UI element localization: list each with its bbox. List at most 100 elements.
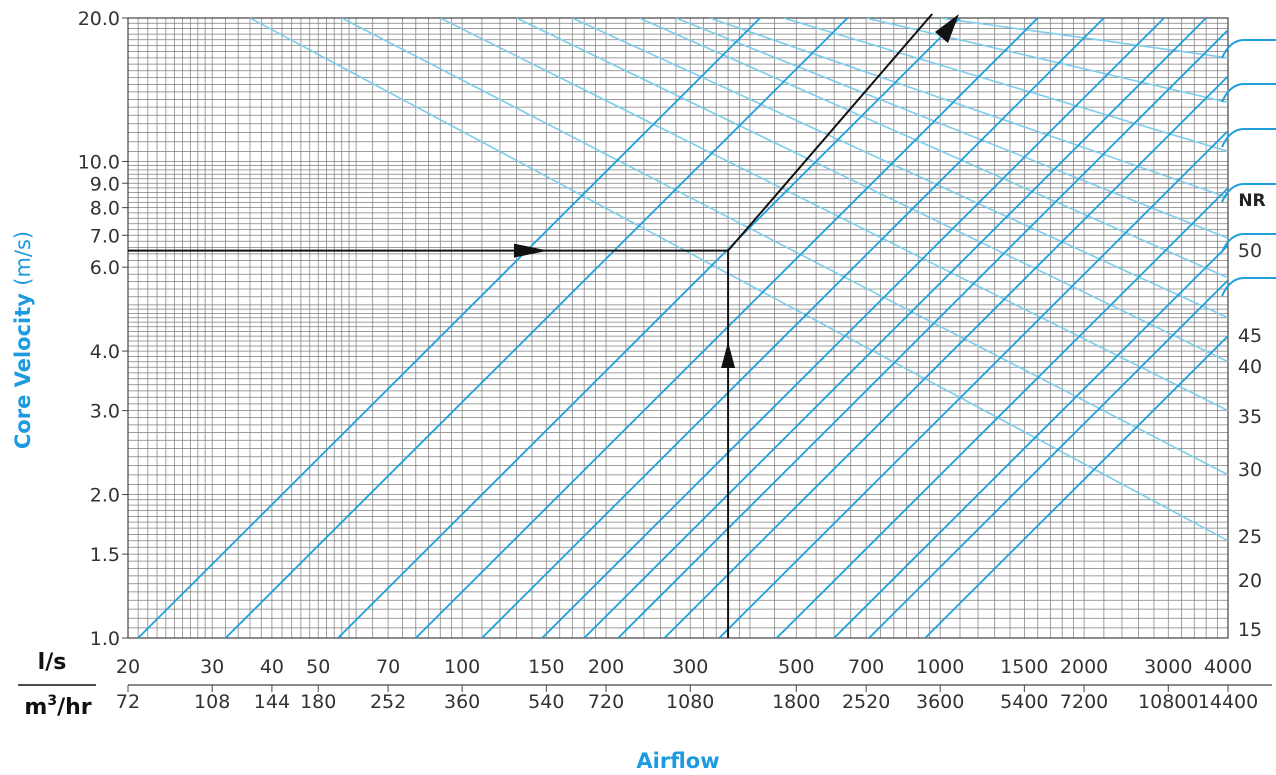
- nr-line-9: [865, 18, 1228, 104]
- nr-label: 40: [1238, 356, 1262, 378]
- x-tick-label-ls: 30: [200, 656, 224, 678]
- y-tick-label: 3.0: [90, 401, 120, 423]
- x-tick-label-m3hr: 144: [254, 691, 290, 713]
- size-line-8: [663, 74, 1228, 638]
- size-line-0: [137, 18, 761, 638]
- x-tick-label-ls: 1500: [1000, 656, 1048, 678]
- x-tick-label-m3hr: 2520: [842, 691, 890, 713]
- x-tick-label-m3hr: 3600: [916, 691, 964, 713]
- x-tick-label-ls: 700: [848, 656, 884, 678]
- x-tick-label-m3hr: 7200: [1060, 691, 1108, 713]
- x-unit-primary: l/s: [38, 650, 67, 675]
- x-tick-label-ls: 1000: [916, 656, 964, 678]
- x-tick-label-ls: 4000: [1204, 656, 1252, 678]
- nr-scale: NR 50 45 40 35 30 25 20 15: [1221, 39, 1276, 641]
- size-lines: [137, 18, 1228, 638]
- nr-label: 30: [1238, 459, 1262, 481]
- nr-label: 25: [1238, 526, 1262, 548]
- nr-line-0: [249, 18, 1228, 542]
- nr-line-2: [439, 18, 1228, 412]
- nr-lines: [249, 18, 1228, 542]
- nr-scale-tick-3: [1221, 183, 1276, 203]
- x-tick-label-ls: 3000: [1144, 656, 1192, 678]
- nr-line-3: [516, 18, 1228, 363]
- nr-label: 20: [1238, 570, 1262, 592]
- size-line-4: [481, 18, 1105, 638]
- nr-label: 35: [1238, 406, 1262, 428]
- y-tick-label: 20.0: [78, 8, 120, 30]
- grid: [127, 17, 1229, 639]
- example-path-diagonal: [727, 13, 933, 252]
- nr-label: 45: [1238, 325, 1262, 347]
- x-tick-label-ls: 70: [376, 656, 400, 678]
- x-tick-label-m3hr: 360: [444, 691, 480, 713]
- x-tick-label-ls: 300: [672, 656, 708, 678]
- x-tick-label-ls: 100: [444, 656, 480, 678]
- nr-scale-tick-2: [1221, 128, 1276, 148]
- nr-line-7: [709, 18, 1228, 199]
- size-line-12: [868, 278, 1228, 638]
- nr-scale-tick-0: [1221, 39, 1276, 59]
- x-tick-label-m3hr: 720: [588, 691, 624, 713]
- nr-line-5: [639, 18, 1228, 279]
- x-unit-superscript: 3: [47, 693, 57, 709]
- y-tick-label: 1.0: [90, 628, 120, 650]
- size-line-11: [833, 244, 1228, 638]
- nr-scale-tick-1: [1221, 83, 1276, 103]
- x-tick-label-m3hr: 1080: [666, 691, 714, 713]
- x-axis-title: Airflow: [636, 749, 719, 773]
- size-line-5: [541, 18, 1165, 638]
- y-axis-title-text: Core Velocity: [11, 286, 35, 449]
- nr-label: 15: [1238, 619, 1262, 641]
- x-tick-label-m3hr: 14400: [1198, 691, 1258, 713]
- arrowhead-right: [514, 243, 548, 258]
- x-unit-rest: /hr: [57, 695, 92, 720]
- x-tick-label-m3hr: 5400: [1000, 691, 1048, 713]
- x-tick-label-m3hr: 108: [194, 691, 230, 713]
- nr-line-8: [783, 18, 1228, 153]
- y-tick-label: 7.0: [90, 225, 120, 247]
- nr-title: NR: [1238, 191, 1265, 211]
- size-line-1: [224, 18, 849, 638]
- nr-label: 50: [1238, 240, 1262, 262]
- x-tick-label-ls: 2000: [1060, 656, 1108, 678]
- size-line-13: [924, 334, 1228, 638]
- size-line-3: [415, 18, 1039, 638]
- y-tick-label: 1.5: [90, 544, 120, 566]
- y-tick-label: 8.0: [90, 198, 120, 220]
- y-tick-label: 2.0: [90, 485, 120, 507]
- x-tick-label-m3hr: 540: [528, 691, 564, 713]
- size-line-10: [776, 186, 1228, 638]
- x-tick-label-ls: 500: [778, 656, 814, 678]
- x-tick-label-ls: 150: [528, 656, 564, 678]
- x-tick-label-m3hr: 10800: [1138, 691, 1198, 713]
- x-tick-label-m3hr: 72: [116, 691, 140, 713]
- nr-line-4: [571, 18, 1228, 319]
- x-unit-secondary: m3/hr: [24, 693, 91, 720]
- y-tick-label: 4.0: [90, 341, 120, 363]
- nr-line-1: [341, 18, 1228, 476]
- x-tick-label-m3hr: 180: [300, 691, 336, 713]
- x-tick-label-ls: 50: [306, 656, 330, 678]
- nr-line-6: [675, 18, 1228, 239]
- y-axis-title: Core Velocity (m/s): [11, 231, 35, 449]
- y-axis: 1.0 1.5 2.0 3.0 4.0 6.0 7.0 8.0 9.010.0 20.0: [78, 8, 128, 650]
- x-tick-label-ls: 40: [260, 656, 284, 678]
- y-axis-title-unit: (m/s): [11, 231, 35, 286]
- arrowhead-diagonal: [935, 14, 959, 43]
- size-line-9: [718, 129, 1228, 638]
- x-tick-label-ls: 200: [588, 656, 624, 678]
- arrowhead-up: [721, 342, 736, 368]
- y-tick-label: 10.0: [78, 151, 120, 173]
- nr-scale-tick-5: [1221, 277, 1276, 297]
- size-line-2: [337, 18, 961, 638]
- x-tick-label-m3hr: 1800: [772, 691, 820, 713]
- size-line-6: [583, 18, 1207, 638]
- y-tick-label: 6.0: [90, 257, 120, 279]
- example-path: [128, 13, 959, 638]
- y-tick-label: 9.0: [90, 173, 120, 195]
- x-axis: 20 30 40 50 70 100 150 200 300 500 700 1000 1500 2000…: [18, 650, 1272, 720]
- x-tick-label-m3hr: 252: [370, 691, 406, 713]
- nr-scale-tick-4: [1221, 233, 1276, 253]
